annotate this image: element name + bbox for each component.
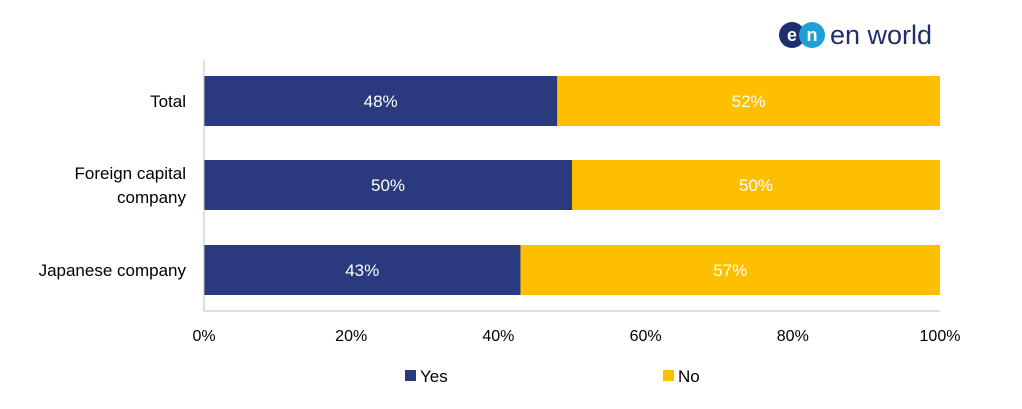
bar-yes-2 xyxy=(204,245,521,295)
legend-swatch-yes xyxy=(405,370,416,381)
data-label-no-2: 57% xyxy=(713,261,747,280)
plot-area: 48% 52% Total 50% 50% Foreign capital company 4… xyxy=(39,60,961,345)
legend-label-yes: Yes xyxy=(420,367,448,386)
category-label-1-line-1: company xyxy=(117,188,186,207)
x-tick-label-1: 20% xyxy=(335,328,367,345)
data-label-yes-1: 50% xyxy=(371,176,405,195)
data-label-yes-2: 43% xyxy=(345,261,379,280)
data-label-yes-0: 48% xyxy=(364,92,398,111)
bar-no-1 xyxy=(572,160,940,210)
bar-no-0 xyxy=(557,76,940,126)
bar-yes-0 xyxy=(204,76,558,126)
bar-no-2 xyxy=(520,245,940,295)
logo-circle-right xyxy=(799,22,825,48)
bar-yes-1 xyxy=(204,160,572,210)
logo-mark-left: e xyxy=(787,25,797,45)
x-tick-label-0: 0% xyxy=(192,328,215,345)
category-label-0: Total xyxy=(150,92,186,111)
logo-mark-right: n xyxy=(807,25,818,45)
x-tick-label-2: 40% xyxy=(482,328,514,345)
legend: Yes No xyxy=(405,367,700,386)
en-world-logo: e n en world xyxy=(779,20,932,50)
x-tick-label-5: 100% xyxy=(920,328,961,345)
legend-label-no: No xyxy=(678,367,700,386)
data-label-no-1: 50% xyxy=(739,176,773,195)
x-tick-label-3: 60% xyxy=(630,328,662,345)
legend-swatch-no xyxy=(663,370,674,381)
x-tick-label-4: 80% xyxy=(777,328,809,345)
data-label-no-0: 52% xyxy=(732,92,766,111)
category-label-1-line-0: Foreign capital xyxy=(74,164,186,183)
logo-circle-left xyxy=(779,22,805,48)
logo-wordmark: en world xyxy=(830,20,932,50)
category-label-2: Japanese company xyxy=(39,261,187,280)
